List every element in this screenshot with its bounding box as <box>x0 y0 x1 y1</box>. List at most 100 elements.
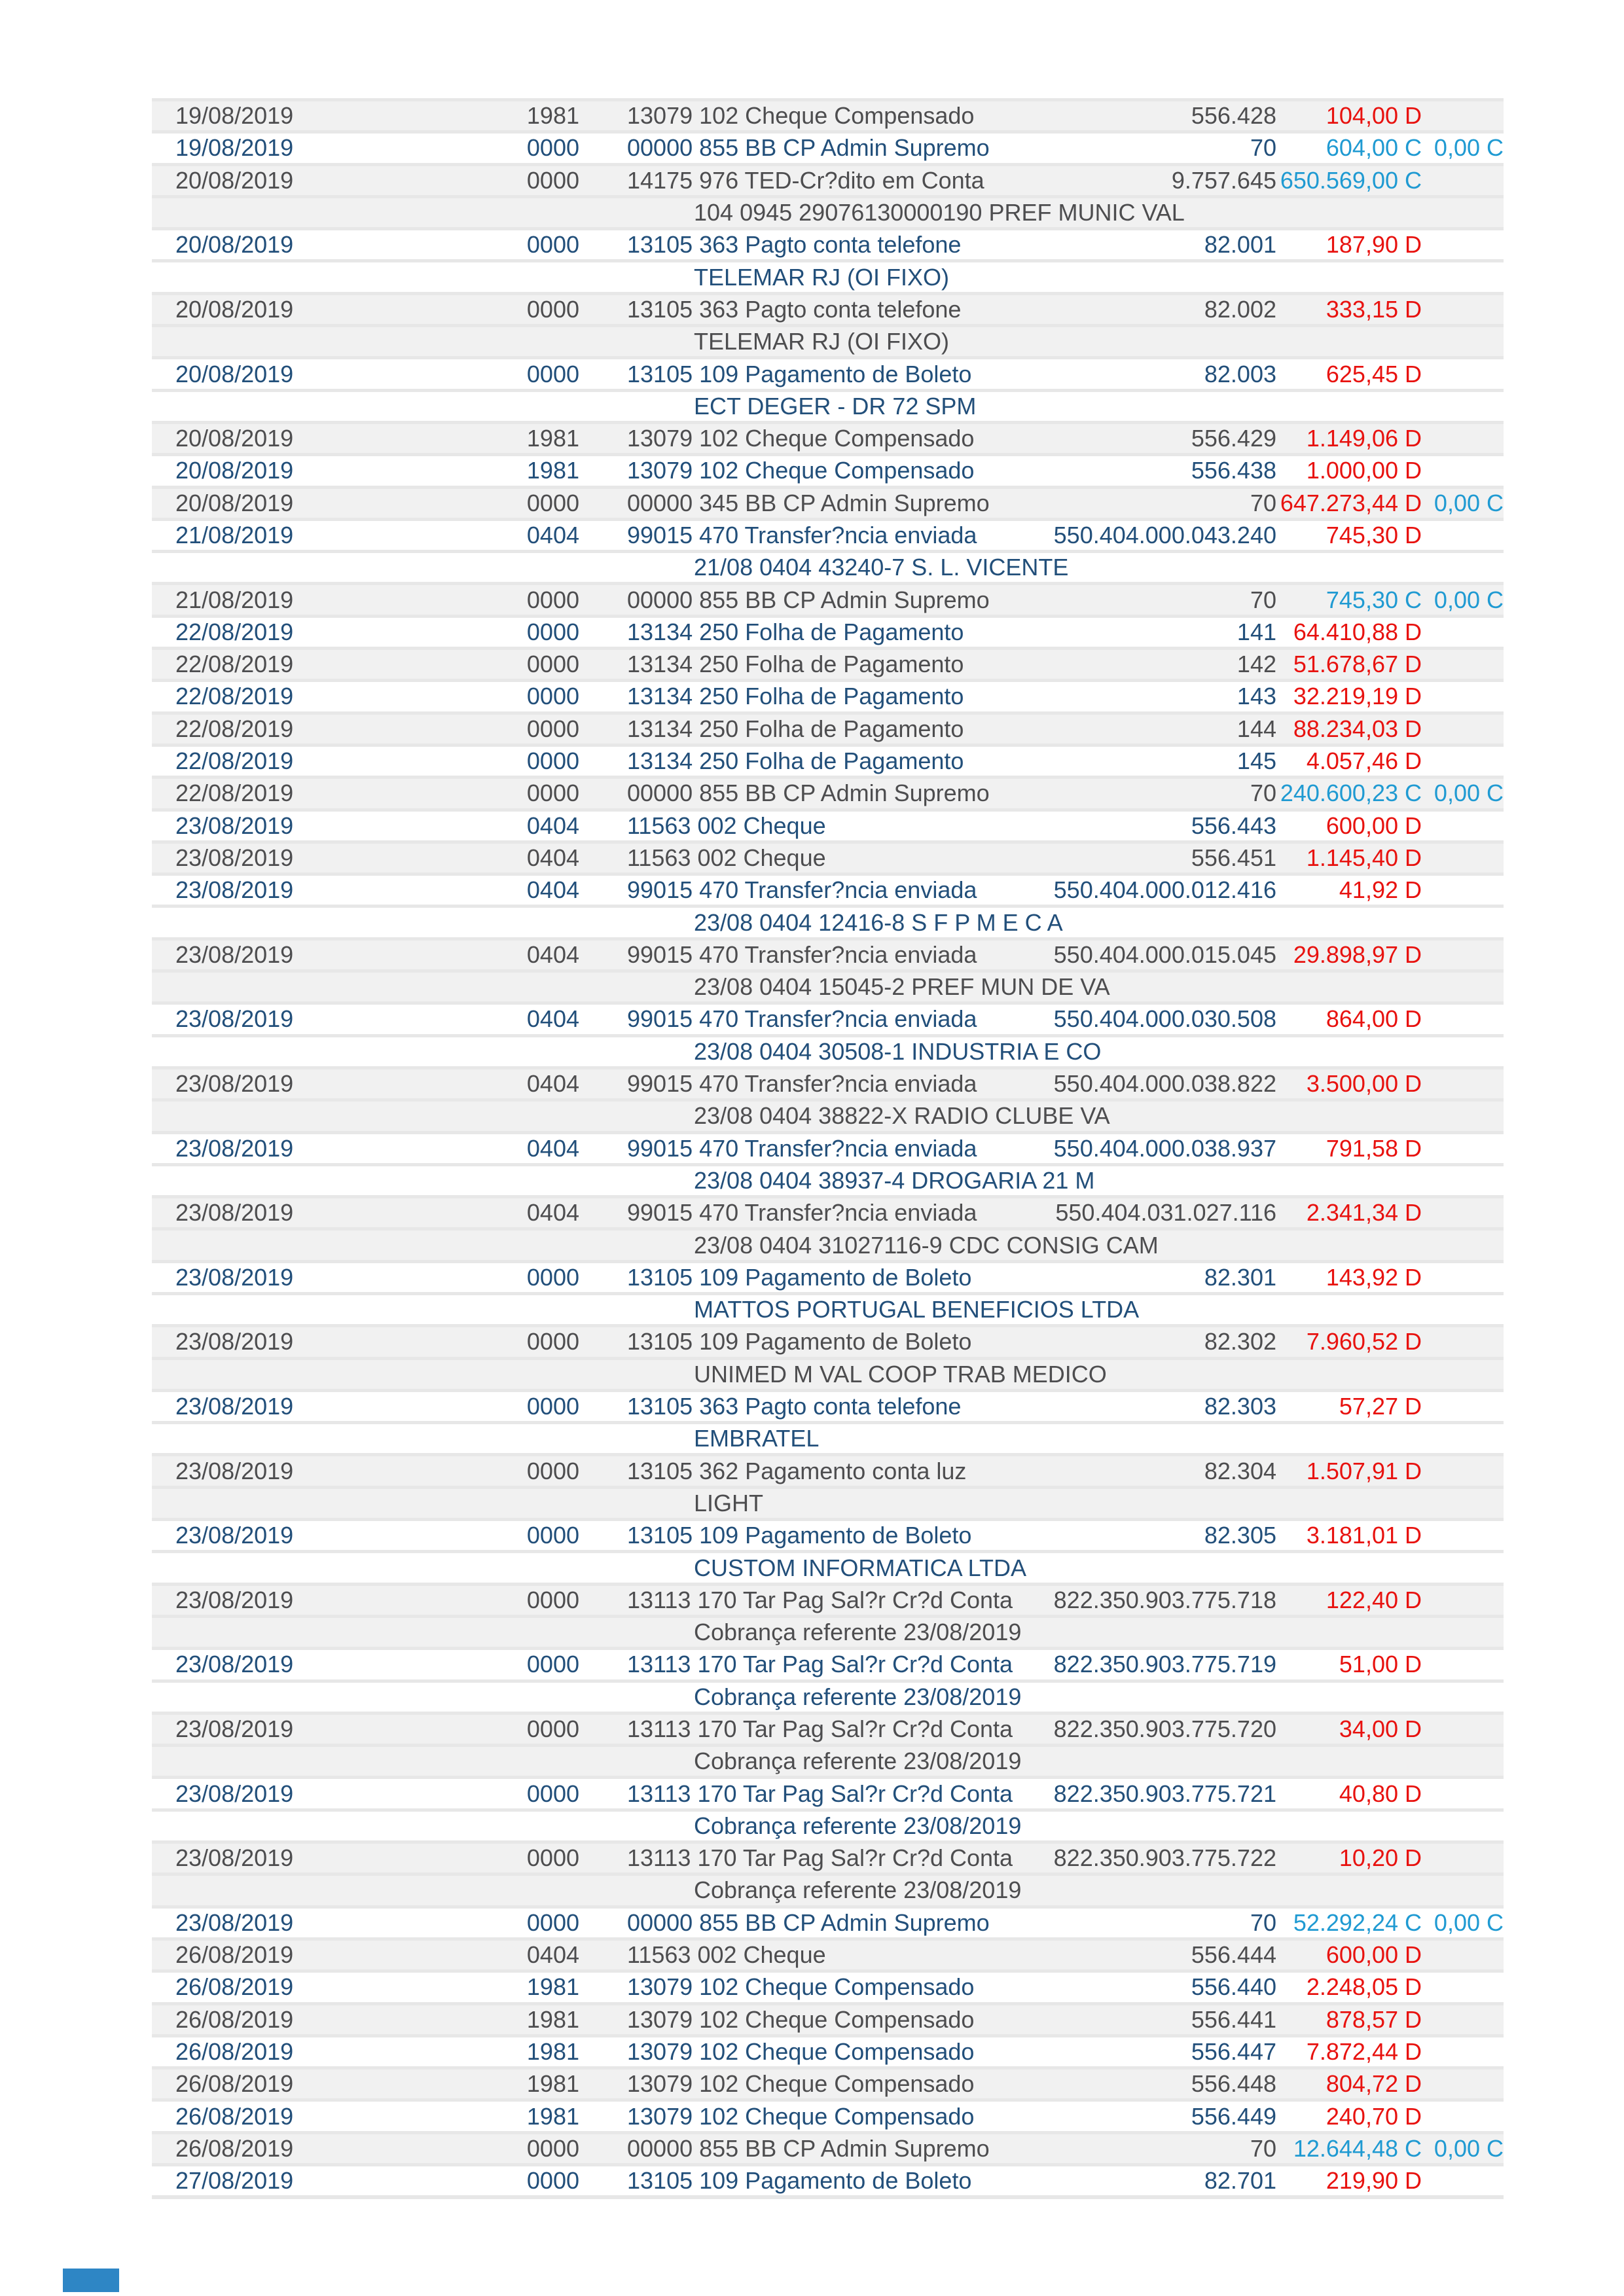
table-row: 23/08/2019 0000 13105 109 Pagamento de B… <box>152 1518 1504 1551</box>
transaction-detail: MATTOS PORTUGAL BENEFICIOS LTDA <box>694 1296 1140 1323</box>
agency-code: 0000 <box>526 1457 579 1484</box>
detail-row: 23/08 0404 31027116-9 CDC CONSIG CAM <box>152 1227 1504 1260</box>
transaction-detail: Cobrança referente 23/08/2019 <box>694 1619 1022 1646</box>
detail-row: 21/08 0404 43240-7 S. L. VICENTE <box>152 550 1504 583</box>
balance-flag: 0,00 C <box>1434 134 1504 162</box>
transaction-detail: 23/08 0404 31027116-9 CDC CONSIG CAM <box>694 1231 1159 1259</box>
document-number: 82.001 <box>1204 231 1276 259</box>
transaction-date: 23/08/2019 <box>175 1263 294 1291</box>
transaction-description: 13079 102 Cheque Compensado <box>627 2005 975 2033</box>
detail-row: Cobrança referente 23/08/2019 <box>152 1679 1504 1712</box>
transaction-description: 13113 170 Tar Pag Sal?r Cr?d Conta <box>627 1651 1013 1678</box>
transaction-description: 13105 363 Pagto conta telefone <box>627 231 962 259</box>
transaction-value: 41,92 D <box>1339 876 1422 904</box>
transaction-date: 23/08/2019 <box>175 1393 294 1420</box>
transaction-description: 99015 470 Transfer?ncia enviada <box>627 1199 977 1227</box>
table-row: 23/08/2019 0000 13105 109 Pagamento de B… <box>152 1324 1504 1357</box>
agency-code: 0000 <box>526 618 579 645</box>
transaction-value: 878,57 D <box>1326 2005 1422 2033</box>
transaction-value: 240.600,23 C <box>1280 780 1422 807</box>
transaction-value: 2.248,05 D <box>1306 1973 1422 2001</box>
document-number: 556.429 <box>1191 425 1276 452</box>
table-row: 23/08/2019 0000 13113 170 Tar Pag Sal?r … <box>152 1840 1504 1873</box>
document-number: 143 <box>1236 683 1276 710</box>
document-number: 141 <box>1236 618 1276 645</box>
table-row: 22/08/2019 0000 13134 250 Folha de Pagam… <box>152 743 1504 776</box>
transaction-detail: 21/08 0404 43240-7 S. L. VICENTE <box>694 554 1069 581</box>
document-number: 550.404.000.038.822 <box>1053 1070 1276 1098</box>
transaction-date: 26/08/2019 <box>175 2037 294 2065</box>
agency-code: 0404 <box>526 1005 579 1033</box>
transaction-detail: Cobrança referente 23/08/2019 <box>694 1683 1022 1710</box>
agency-code: 0000 <box>526 166 579 194</box>
transaction-detail: Cobrança referente 23/08/2019 <box>694 1876 1022 1904</box>
table-row: 23/08/2019 0404 99015 470 Transfer?ncia … <box>152 1195 1504 1228</box>
agency-code: 1981 <box>526 2005 579 2033</box>
transaction-description: 13105 362 Pagamento conta luz <box>627 1457 967 1484</box>
table-row: 23/08/2019 0404 99015 470 Transfer?ncia … <box>152 872 1504 905</box>
transaction-date: 27/08/2019 <box>175 2167 294 2195</box>
transaction-value: 122,40 D <box>1326 1586 1422 1613</box>
transaction-value: 10,20 D <box>1339 1844 1422 1872</box>
transaction-description: 13105 363 Pagto conta telefone <box>627 1393 962 1420</box>
document-number: 556.438 <box>1191 457 1276 484</box>
agency-code: 0000 <box>526 2167 579 2195</box>
balance-flag: 0,00 C <box>1434 780 1504 807</box>
agency-code: 0000 <box>526 1522 579 1549</box>
agency-code: 0404 <box>526 876 579 904</box>
transaction-value: 1.145,40 D <box>1306 844 1422 871</box>
document-number: 145 <box>1236 747 1276 775</box>
agency-code: 0000 <box>526 1651 579 1678</box>
document-number: 556.447 <box>1191 2037 1276 2065</box>
agency-code: 1981 <box>526 1973 579 2001</box>
transaction-date: 23/08/2019 <box>175 1457 294 1484</box>
transaction-description: 13105 363 Pagto conta telefone <box>627 295 962 323</box>
table-row: 22/08/2019 0000 13134 250 Folha de Pagam… <box>152 679 1504 711</box>
transaction-value: 1.507,91 D <box>1306 1457 1422 1484</box>
transaction-date: 26/08/2019 <box>175 1973 294 2001</box>
transaction-value: 804,72 D <box>1326 2070 1422 2098</box>
transaction-date: 23/08/2019 <box>175 1844 294 1872</box>
agency-code: 0404 <box>526 1199 579 1227</box>
agency-code: 0000 <box>526 1263 579 1291</box>
transaction-date: 23/08/2019 <box>175 1134 294 1162</box>
document-number: 142 <box>1236 651 1276 678</box>
transaction-description: 13079 102 Cheque Compensado <box>627 1973 975 2001</box>
document-number: 70 <box>1250 489 1276 516</box>
transaction-date: 23/08/2019 <box>175 1780 294 1807</box>
document-number: 144 <box>1236 715 1276 742</box>
transaction-description: 00000 855 BB CP Admin Supremo <box>627 780 990 807</box>
table-row: 23/08/2019 0000 13113 170 Tar Pag Sal?r … <box>152 1711 1504 1744</box>
transaction-value: 51,00 D <box>1339 1651 1422 1678</box>
document-number: 9.757.645 <box>1171 166 1276 194</box>
transaction-date: 19/08/2019 <box>175 134 294 162</box>
table-row: 23/08/2019 0404 99015 470 Transfer?ncia … <box>152 937 1504 970</box>
transaction-value: 51.678,67 D <box>1293 651 1422 678</box>
agency-code: 0404 <box>526 844 579 871</box>
transaction-value: 3.500,00 D <box>1306 1070 1422 1098</box>
document-number: 70 <box>1250 2134 1276 2162</box>
transaction-detail: 23/08 0404 12416-8 S F P M E C A <box>694 908 1063 936</box>
document-number: 82.305 <box>1204 1522 1276 1549</box>
agency-code: 0000 <box>526 586 579 613</box>
transaction-description: 14175 976 TED-Cr?dito em Conta <box>627 166 984 194</box>
table-row: 26/08/2019 1981 13079 102 Cheque Compens… <box>152 2034 1504 2067</box>
table-row: 26/08/2019 1981 13079 102 Cheque Compens… <box>152 1969 1504 2002</box>
document-number: 822.350.903.775.718 <box>1053 1586 1276 1613</box>
transaction-date: 22/08/2019 <box>175 780 294 807</box>
agency-code: 0000 <box>526 2134 579 2162</box>
table-row: 23/08/2019 0000 13113 170 Tar Pag Sal?r … <box>152 1776 1504 1808</box>
agency-code: 0404 <box>526 1070 579 1098</box>
transaction-description: 13134 250 Folha de Pagamento <box>627 747 964 775</box>
table-row: 23/08/2019 0000 00000 855 BB CP Admin Su… <box>152 1905 1504 1937</box>
document-number: 556.440 <box>1191 1973 1276 2001</box>
transaction-value: 1.000,00 D <box>1306 457 1422 484</box>
detail-row: EMBRATEL <box>152 1421 1504 1454</box>
transaction-detail: TELEMAR RJ (OI FIXO) <box>694 328 950 355</box>
transaction-date: 26/08/2019 <box>175 2102 294 2130</box>
detail-row: TELEMAR RJ (OI FIXO) <box>152 259 1504 292</box>
document-number: 550.404.000.030.508 <box>1053 1005 1276 1033</box>
agency-code: 0000 <box>526 715 579 742</box>
transaction-value: 34,00 D <box>1339 1715 1422 1742</box>
table-row: 23/08/2019 0404 99015 470 Transfer?ncia … <box>152 1130 1504 1163</box>
